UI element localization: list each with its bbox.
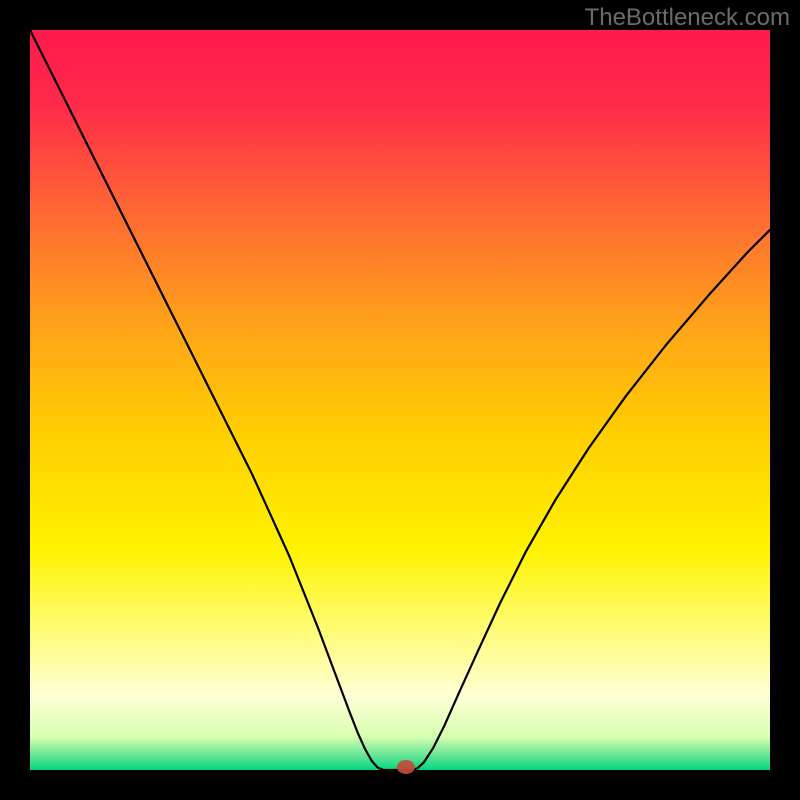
plot-gradient-background bbox=[30, 30, 770, 770]
bottleneck-chart bbox=[0, 0, 800, 800]
minimum-marker bbox=[397, 760, 415, 774]
watermark-text: TheBottleneck.com bbox=[585, 4, 790, 32]
